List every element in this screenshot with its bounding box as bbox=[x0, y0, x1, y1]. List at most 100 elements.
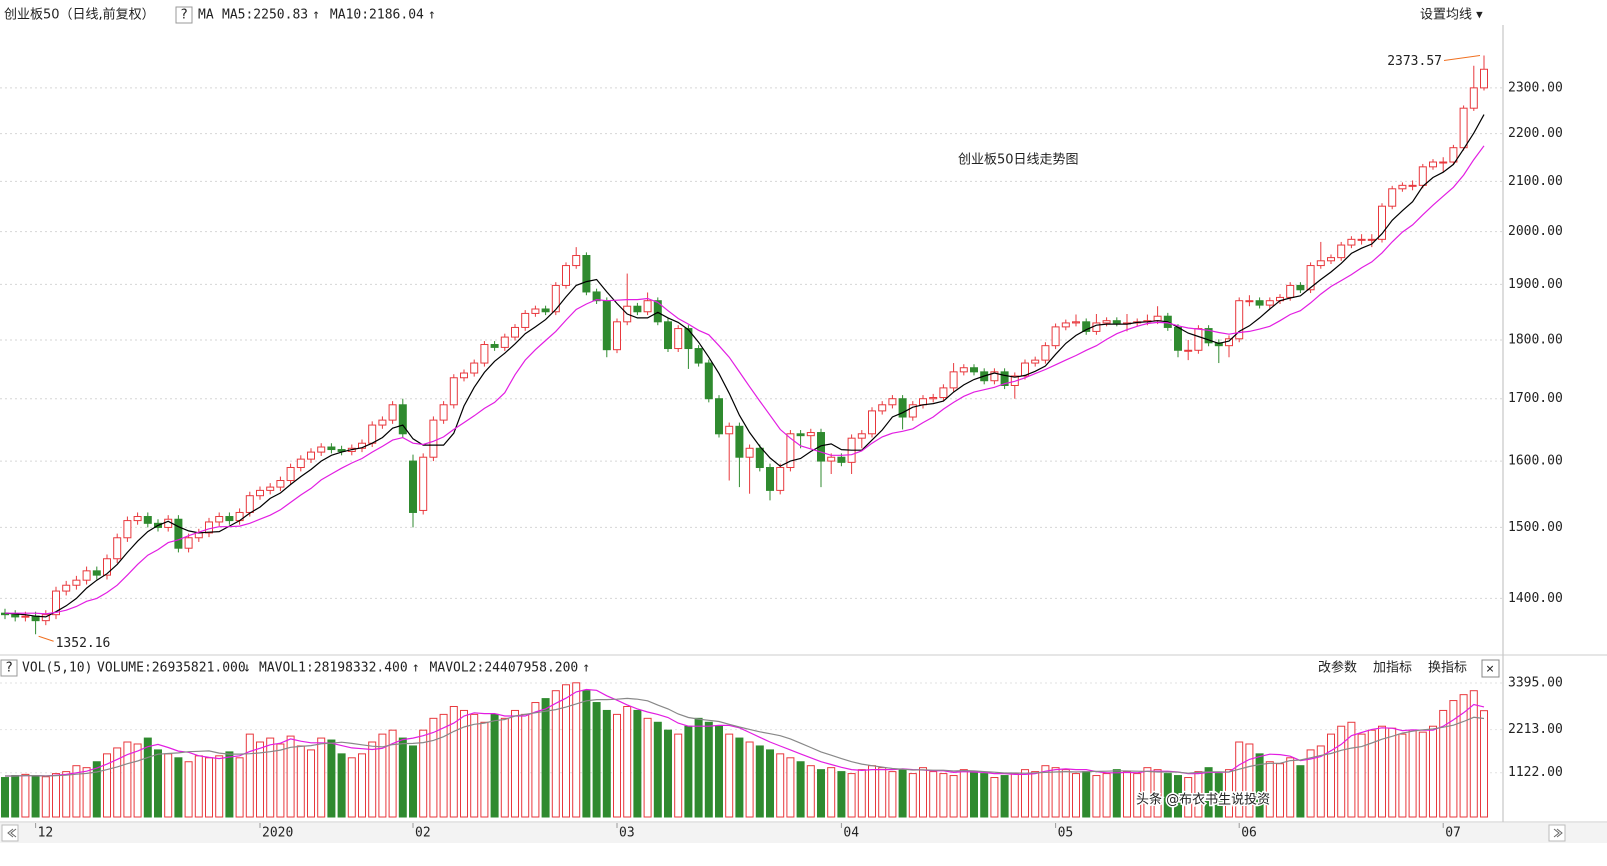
volume-bar bbox=[1418, 731, 1427, 818]
candle-body bbox=[1000, 371, 1009, 386]
close-button[interactable] bbox=[1481, 659, 1500, 678]
volume-bar bbox=[1010, 773, 1019, 818]
volume-bar bbox=[817, 769, 825, 818]
high-arrow bbox=[1443, 54, 1481, 61]
indicator-button[interactable]: 加指标 bbox=[1373, 661, 1412, 676]
candle-body bbox=[1388, 188, 1397, 207]
y-tick-label: 3395.00 bbox=[1508, 676, 1563, 691]
volume-bar bbox=[276, 743, 285, 818]
candle-body bbox=[1480, 68, 1488, 89]
candle-body bbox=[959, 367, 968, 373]
candle-body bbox=[1357, 238, 1366, 241]
candle-body bbox=[704, 362, 713, 400]
scroll-right[interactable] bbox=[1548, 824, 1566, 842]
candle-body bbox=[1041, 345, 1050, 361]
volume-bar bbox=[857, 769, 866, 818]
volume-bar bbox=[1367, 729, 1376, 818]
volume-bar bbox=[256, 741, 264, 818]
candle-body bbox=[653, 300, 662, 323]
volume-bar bbox=[194, 755, 203, 818]
scroll-left[interactable] bbox=[1, 824, 19, 842]
y-tick-label: 2213.00 bbox=[1508, 722, 1563, 737]
volume-bar bbox=[225, 751, 234, 818]
y-tick-label: 1122.00 bbox=[1508, 765, 1563, 780]
ma-label: MA bbox=[198, 8, 214, 23]
candle-body bbox=[388, 404, 397, 421]
volume-bar bbox=[470, 713, 479, 818]
x-tick-label: 03 bbox=[619, 826, 635, 841]
candle-body bbox=[164, 518, 173, 528]
candle-body bbox=[378, 419, 387, 426]
volume-bar bbox=[806, 765, 815, 818]
candle-body bbox=[1327, 257, 1335, 262]
candle-body bbox=[929, 397, 938, 400]
candle-body bbox=[133, 516, 142, 522]
volume-bar bbox=[1, 777, 9, 818]
candle-body bbox=[62, 584, 71, 592]
legend-trend: ↑ bbox=[312, 8, 320, 23]
volume-bar bbox=[704, 721, 713, 818]
volume-bar bbox=[215, 755, 224, 818]
volume-bar bbox=[776, 753, 785, 818]
volume-bar bbox=[521, 713, 530, 818]
volume-bar bbox=[990, 777, 999, 818]
candle-body bbox=[990, 371, 999, 382]
volume-bar bbox=[358, 753, 366, 818]
volume-bar bbox=[92, 761, 101, 818]
candle-body bbox=[1439, 161, 1448, 164]
candle-body bbox=[776, 467, 785, 491]
candle-body bbox=[664, 321, 672, 350]
volume-bar bbox=[266, 737, 275, 818]
volume-bar bbox=[337, 753, 346, 818]
candle-body bbox=[970, 367, 978, 373]
volume-bar bbox=[1225, 769, 1233, 818]
candle-body bbox=[613, 321, 621, 351]
volume-bar bbox=[347, 757, 356, 818]
low-label: 1352.16 bbox=[56, 636, 111, 651]
volume-bar bbox=[582, 690, 591, 818]
volume-bar bbox=[1480, 710, 1488, 818]
x-tick-label: 06 bbox=[1241, 826, 1257, 841]
candle-body bbox=[266, 486, 275, 491]
volume-bar bbox=[633, 709, 642, 818]
volume-trend: ↓ bbox=[243, 661, 251, 676]
candle-body bbox=[1429, 161, 1437, 168]
volume-bar bbox=[1316, 745, 1325, 818]
volume-bar bbox=[31, 775, 40, 818]
volume-bar bbox=[317, 737, 326, 818]
volume-bar bbox=[939, 773, 948, 818]
candle-body bbox=[735, 425, 744, 458]
candle-body bbox=[1296, 284, 1305, 291]
volume-bar bbox=[1235, 741, 1244, 818]
volume-ma-line bbox=[5, 697, 1485, 777]
volume-bar bbox=[1072, 773, 1080, 818]
volume-bar bbox=[572, 682, 581, 818]
volume-bar bbox=[745, 741, 754, 818]
indicator-button[interactable]: 改参数 bbox=[1318, 660, 1357, 676]
help-button[interactable] bbox=[175, 6, 193, 24]
volume-bar bbox=[949, 775, 958, 818]
volume-bar bbox=[154, 749, 162, 818]
candle-body bbox=[745, 447, 754, 458]
volume-bar bbox=[1357, 733, 1366, 818]
indicator-button[interactable]: 换指标 bbox=[1428, 661, 1467, 676]
candle-body bbox=[368, 424, 377, 444]
candle-body bbox=[511, 326, 519, 338]
candle-body bbox=[1112, 320, 1121, 324]
volume-bar bbox=[1469, 690, 1478, 818]
candle-body bbox=[1347, 238, 1356, 246]
volume-bar bbox=[82, 767, 91, 818]
volume-bar bbox=[959, 769, 968, 818]
help-button[interactable] bbox=[0, 659, 18, 677]
volume-bar bbox=[1286, 757, 1295, 818]
candle-body bbox=[205, 521, 213, 534]
volume-value: VOLUME:26935821.000 bbox=[97, 661, 246, 676]
volume-bar bbox=[735, 737, 744, 818]
candle-body bbox=[1051, 326, 1060, 347]
volume-bar bbox=[449, 705, 458, 818]
ma-settings[interactable]: 设置均线 ▾ bbox=[1420, 8, 1483, 23]
candle-body bbox=[1286, 284, 1295, 298]
y-tick-label: 1900.00 bbox=[1508, 277, 1563, 292]
candle-body bbox=[307, 451, 315, 460]
